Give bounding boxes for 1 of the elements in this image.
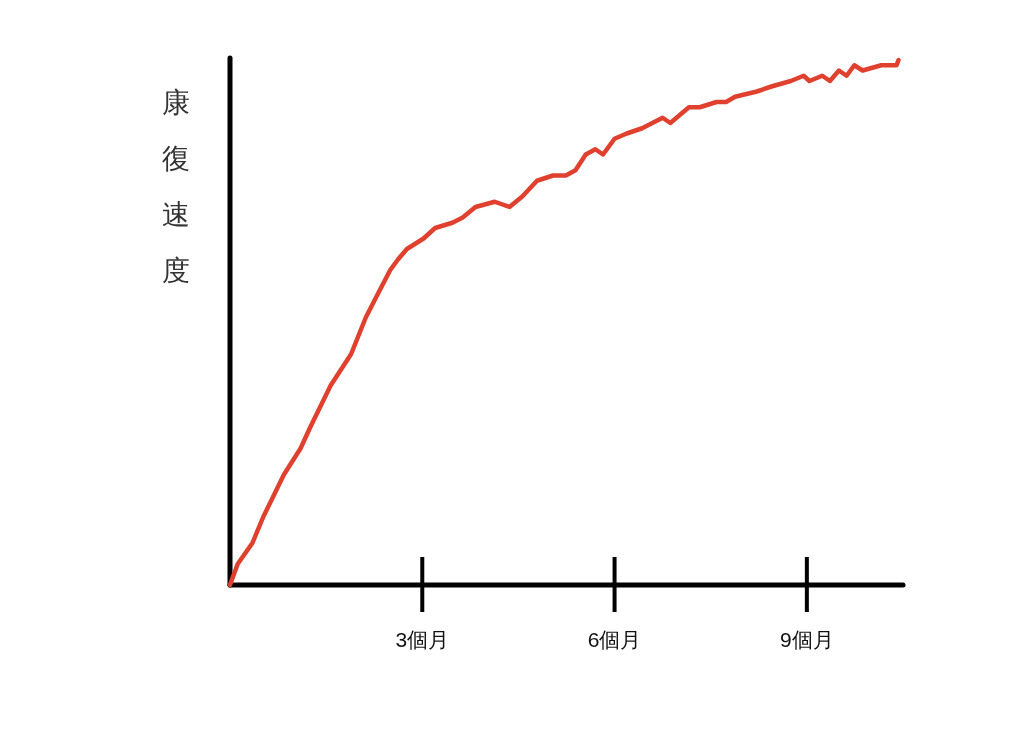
y-axis-title: 康復速度 [162, 87, 190, 286]
